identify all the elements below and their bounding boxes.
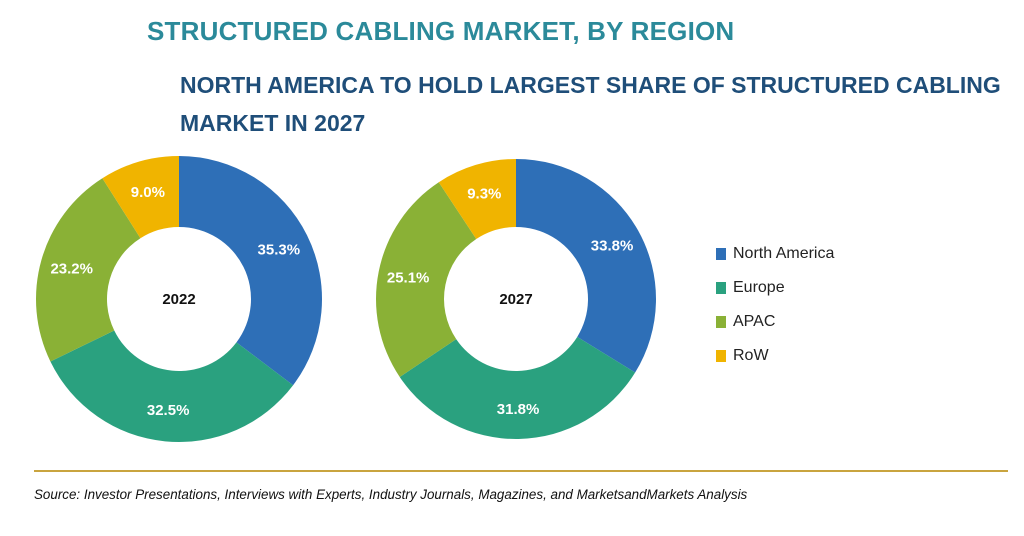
slice-label-north-america: 33.8% — [591, 237, 634, 254]
legend-label: APAC — [733, 313, 776, 330]
slice-row — [438, 159, 516, 239]
legend-label: RoW — [733, 347, 769, 364]
legend-swatch — [716, 248, 726, 260]
chart-subtitle: NORTH AMERICA TO HOLD LARGEST SHARE OF S… — [180, 72, 1001, 136]
slice-label-europe: 31.8% — [497, 401, 540, 418]
chart-title: STRUCTURED CABLING MARKET, BY REGION — [147, 16, 735, 46]
legend-item-row: RoW — [716, 339, 834, 373]
legend-item-europe: Europe — [716, 271, 834, 305]
donut-chart-2022: 35.3% 32.5% 23.2% 9.0% 2022 — [36, 156, 323, 443]
donut-center-label: 2027 — [499, 291, 532, 308]
donut-center-label: 2022 — [162, 291, 195, 308]
legend: North America Europe APAC RoW — [716, 237, 834, 373]
legend-item-apac: APAC — [716, 305, 834, 339]
legend-label: North America — [733, 245, 835, 262]
slice-label-europe: 32.5% — [147, 402, 190, 419]
donut-chart-2027: 33.8% 31.8% 25.1% 9.3% 2027 — [376, 159, 656, 439]
slice-label-apac: 23.2% — [50, 261, 93, 278]
slice-europe — [50, 330, 294, 443]
legend-label: Europe — [733, 279, 785, 296]
slice-label-north-america: 35.3% — [258, 241, 301, 258]
slice-apac — [376, 182, 477, 377]
legend-swatch — [716, 282, 726, 294]
slice-label-apac: 25.1% — [387, 269, 430, 286]
slice-label-row: 9.0% — [131, 184, 165, 201]
source-note: Source: Investor Presentations, Intervie… — [34, 487, 748, 502]
divider — [34, 470, 1008, 472]
slice-row — [102, 156, 179, 239]
legend-swatch — [716, 350, 726, 362]
legend-swatch — [716, 316, 726, 328]
slice-apac — [36, 178, 141, 362]
slice-europe — [399, 336, 636, 439]
slice-north-america — [179, 156, 323, 386]
legend-item-north-america: North America — [716, 237, 834, 271]
slice-north-america — [516, 159, 656, 373]
slice-label-row: 9.3% — [467, 186, 501, 203]
